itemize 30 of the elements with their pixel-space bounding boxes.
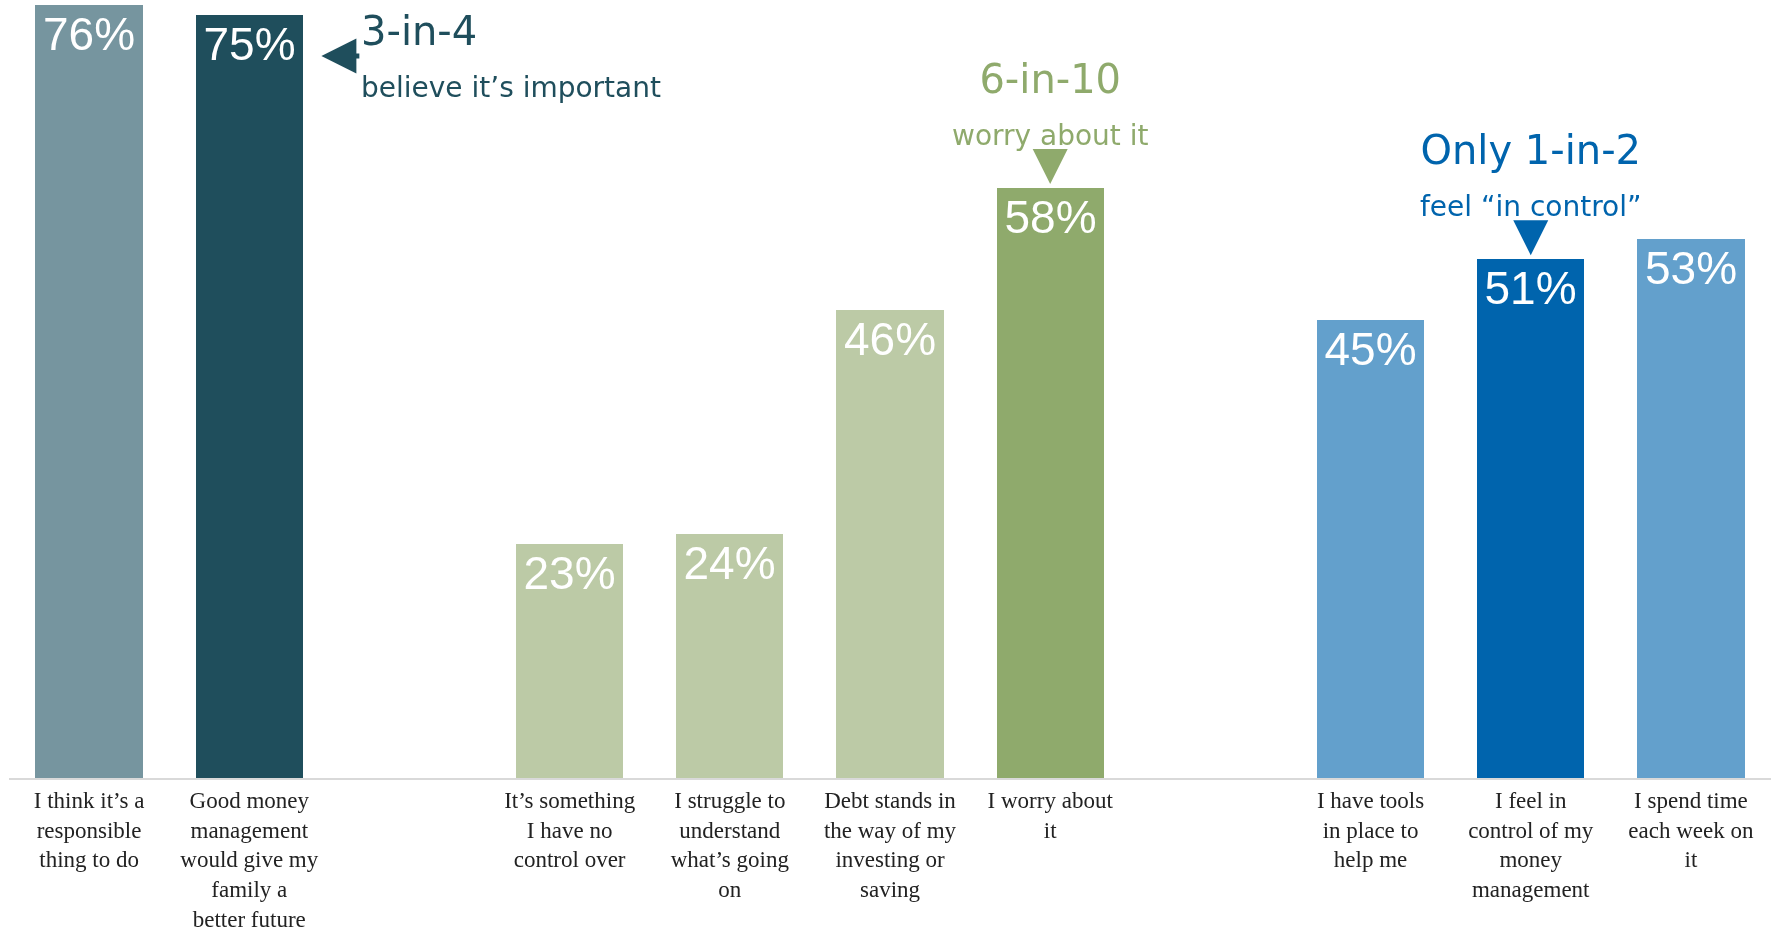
data-label: 53%	[1644, 242, 1738, 294]
bar	[1317, 320, 1424, 778]
x-tick-label: I think it’s a responsible thing to do	[33, 787, 145, 873]
x-tick-label: I struggle to understand what’s going on	[670, 787, 790, 903]
bar	[516, 544, 623, 778]
annotation: Only 1-in-2 feel “in control”	[1420, 127, 1642, 223]
x-tick-label: I worry about it	[987, 787, 1114, 843]
data-label: 51%	[1484, 262, 1577, 314]
bar	[1637, 239, 1745, 778]
bar	[35, 5, 143, 778]
data-label: 58%	[1004, 191, 1097, 243]
data-label: 23%	[523, 547, 616, 599]
x-tick-label: Good money management would give my family a better future	[180, 787, 319, 933]
x-tick-label: I spend time each week on it	[1628, 787, 1754, 873]
bar	[836, 310, 944, 778]
bar	[196, 15, 303, 778]
data-label: 46%	[843, 313, 937, 365]
data-label: 76%	[42, 8, 136, 60]
x-tick-label: Debt stands in the way of my investing or saving	[823, 787, 957, 903]
bar	[676, 534, 783, 778]
annotation: 3-in-4 believe it’s important	[361, 8, 661, 104]
data-label: 45%	[1324, 323, 1417, 375]
bar	[997, 188, 1104, 778]
x-tick-label: It’s something I have no control over	[504, 787, 636, 873]
x-tick-label: I feel in control of my money management	[1468, 787, 1594, 903]
data-label: 24%	[683, 537, 776, 589]
bar	[1477, 259, 1584, 778]
annotation: 6-in-10 worry about it	[952, 56, 1149, 152]
x-tick-label: I have tools in place to help me	[1316, 787, 1425, 873]
data-label: 75%	[203, 18, 296, 70]
